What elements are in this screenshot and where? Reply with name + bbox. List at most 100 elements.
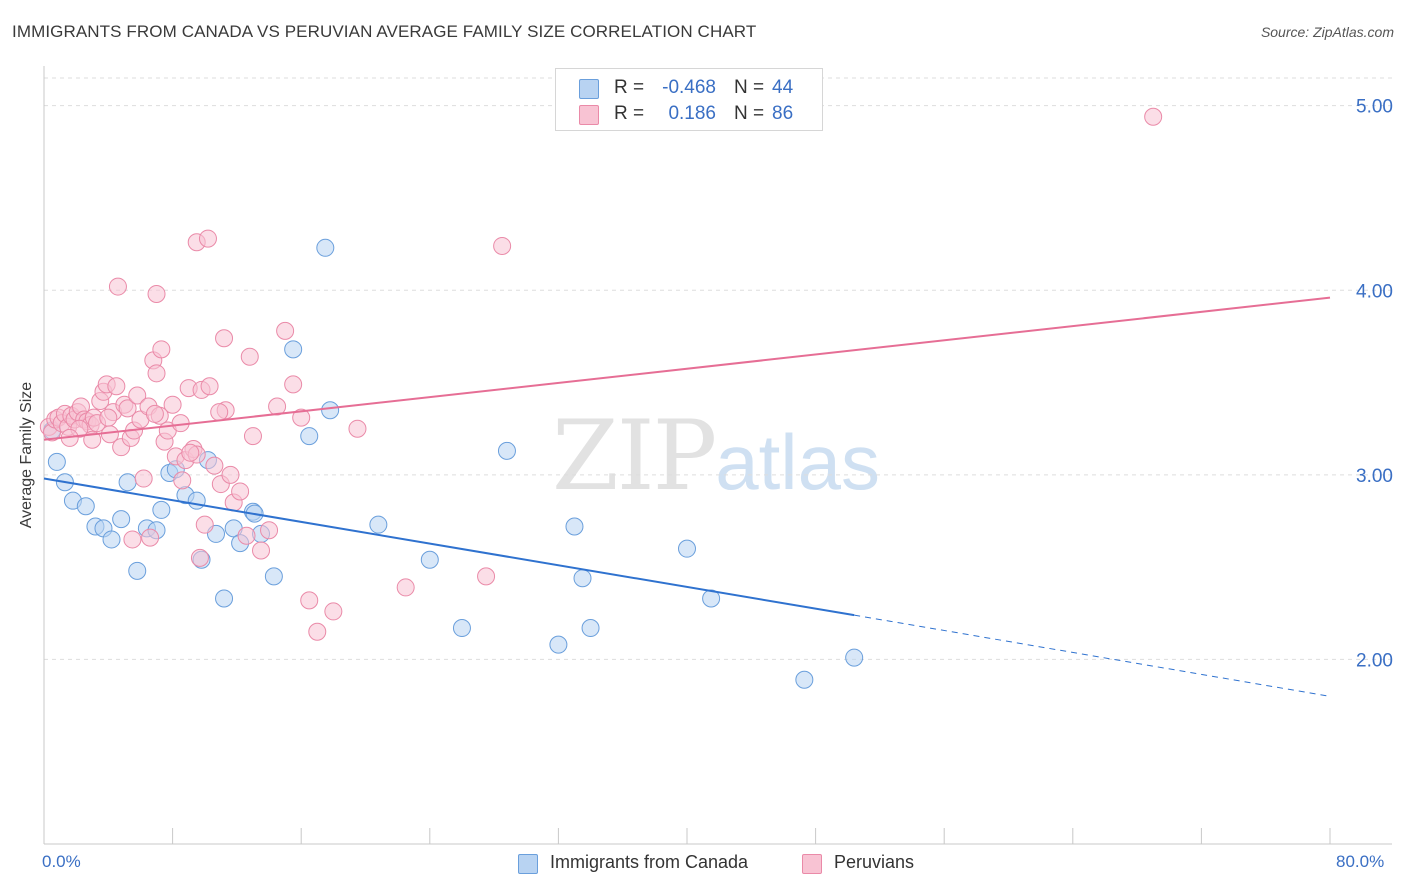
peruvian-point <box>145 404 164 423</box>
peruvian-point <box>147 364 166 383</box>
peruvian-point <box>493 236 512 255</box>
canada-point <box>845 648 864 667</box>
peruvian-point <box>195 515 214 534</box>
y-tick-label: 3.00 <box>1356 466 1393 487</box>
peruvian-point <box>231 482 250 501</box>
series-legend: Immigrants from Canada Peruvians <box>0 852 1406 878</box>
peruvian-point <box>215 329 234 348</box>
peruvian-point <box>276 321 295 340</box>
peruvian-point <box>152 340 171 359</box>
canada-point <box>321 401 340 420</box>
peruvians-swatch <box>802 854 822 874</box>
canada-point <box>678 539 696 558</box>
legend-label: Immigrants from Canada <box>550 852 749 872</box>
canada-trend-line <box>43 477 855 617</box>
peruvian-point <box>396 578 415 597</box>
r-label: R = <box>614 77 645 98</box>
peruvians-swatch <box>579 105 599 125</box>
canada-point <box>573 569 592 588</box>
peruvian-point <box>200 377 219 396</box>
canada-point <box>452 619 471 638</box>
canada-point <box>565 517 584 536</box>
peruvian-point <box>198 229 217 248</box>
canada-point <box>549 635 568 654</box>
peruvian-point <box>118 399 137 418</box>
peruvian-point <box>324 602 343 621</box>
canada-point <box>497 441 516 460</box>
y-axis-label: Average Family Size <box>18 381 35 529</box>
peruvian-point <box>123 530 142 549</box>
peruvian-point <box>300 591 319 610</box>
n-value: 44 <box>772 77 794 98</box>
canada-point <box>581 619 600 638</box>
x-tick-label-max: 80.0% <box>1336 852 1385 871</box>
canada-point <box>152 500 171 519</box>
y-tick-label: 5.00 <box>1356 97 1393 118</box>
canada-point <box>284 340 303 359</box>
n-value: 86 <box>772 103 794 124</box>
peruvian-point <box>237 526 256 545</box>
canada-point <box>47 452 66 471</box>
y-tick-label: 4.00 <box>1356 281 1393 302</box>
n-label: N = <box>734 103 765 124</box>
peruvian-point <box>205 456 224 475</box>
peruvian-point <box>107 377 126 396</box>
canada-point <box>118 473 137 492</box>
peruvian-point <box>190 548 209 567</box>
peruvian-point <box>210 403 229 422</box>
peruvian-point <box>1144 107 1163 126</box>
peruvian-point <box>221 465 240 484</box>
peruvian-point <box>173 471 192 490</box>
canada-point <box>76 497 95 516</box>
peruvian-point <box>252 541 271 560</box>
peruvian-point <box>348 419 367 438</box>
peruvian-point <box>260 521 279 540</box>
legend-label: Peruvians <box>834 852 915 872</box>
canada-point <box>369 515 388 534</box>
watermark: ZIPatlas <box>552 400 880 512</box>
canada-point <box>215 589 234 608</box>
canada-point <box>112 510 131 529</box>
peruvian-point <box>284 375 303 394</box>
peruvian-point <box>243 427 262 446</box>
canada-point <box>128 561 147 580</box>
chart-title: IMMIGRANTS FROM CANADA VS PERUVIAN AVERA… <box>12 22 757 41</box>
legend-row-canada: R = -0.468 N = 44 <box>556 77 822 101</box>
canada-swatch <box>518 854 538 874</box>
r-value: -0.468 <box>662 77 716 98</box>
canada-trend-extension <box>854 614 1331 697</box>
canada-point <box>420 550 439 569</box>
correlation-legend: R = -0.468 N = 44 R = 0.186 N = 86 <box>555 68 823 131</box>
peruvian-point <box>128 386 147 405</box>
watermark-zip: ZIP <box>552 400 717 512</box>
peruvian-point <box>292 408 311 427</box>
peruvian-point <box>240 347 259 366</box>
peruvian-point <box>99 408 118 427</box>
peruvian-point <box>163 395 182 414</box>
peruvian-point <box>308 622 327 641</box>
peruvian-point <box>134 469 153 488</box>
n-label: N = <box>734 77 765 98</box>
r-value: 0.186 <box>668 103 716 124</box>
peruvian-trend-line <box>43 296 1331 441</box>
y-tick-label: 2.00 <box>1356 650 1393 671</box>
source-credit: Source: ZipAtlas.com <box>1260 24 1394 40</box>
canada-point <box>102 530 121 549</box>
canada-point <box>316 238 335 257</box>
watermark-atlas: atlas <box>715 418 880 506</box>
x-tick-label-min: 0.0% <box>42 852 81 871</box>
canada-point <box>300 427 319 446</box>
peruvian-point <box>141 528 160 547</box>
peruvian-point <box>477 567 496 586</box>
peruvian-point <box>108 277 127 296</box>
peruvian-point <box>268 397 287 416</box>
peruvian-point <box>147 284 166 303</box>
r-label: R = <box>614 103 645 124</box>
canada-point <box>795 670 814 689</box>
legend-row-peruvians: R = 0.186 N = 86 <box>556 103 822 127</box>
canada-swatch <box>579 79 599 99</box>
peruvian-point <box>181 443 200 462</box>
canada-point <box>187 491 206 510</box>
canada-point <box>264 567 283 586</box>
